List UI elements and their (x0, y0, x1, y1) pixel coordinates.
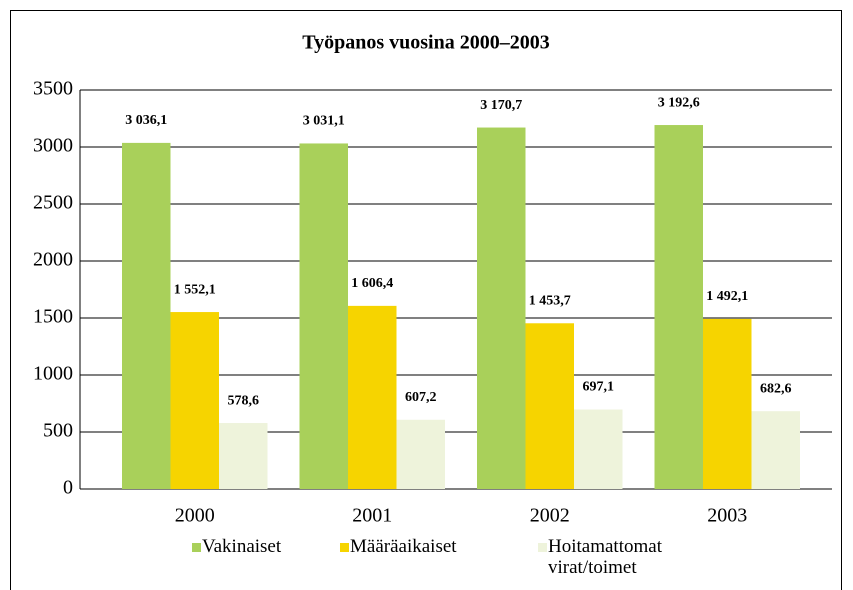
x-tick-label: 2001 (352, 505, 392, 527)
data-label: 1 492,1 (706, 289, 748, 304)
y-tick-label: 0 (63, 477, 73, 499)
y-tick-label: 500 (43, 420, 73, 442)
bar (170, 312, 219, 489)
data-label: 1 453,7 (529, 293, 571, 308)
legend-label: Määräaikaiset (350, 536, 457, 557)
y-tick-label: 3500 (33, 78, 73, 100)
x-tick-label: 2002 (530, 505, 570, 527)
bar (122, 142, 171, 490)
data-label: 3 192,6 (658, 95, 700, 110)
x-tick-label: 2000 (175, 505, 215, 527)
bar (348, 305, 397, 489)
bar (654, 125, 703, 489)
data-label: 607,2 (405, 390, 437, 405)
bar (574, 409, 623, 489)
data-label: 1 606,4 (351, 276, 393, 291)
data-label: 3 031,1 (303, 114, 345, 129)
x-tick-label: 2003 (707, 505, 747, 527)
bar (751, 411, 800, 489)
legend-swatch (538, 543, 547, 552)
bar (525, 323, 574, 489)
data-label: 3 170,7 (480, 98, 522, 113)
legend-swatch (192, 543, 201, 552)
data-label: 3 036,1 (125, 113, 167, 128)
chart-frame (10, 10, 842, 590)
legend-label: Vakinaiset (202, 536, 282, 557)
bar (703, 318, 752, 489)
legend-swatch (340, 543, 349, 552)
data-label: 578,6 (228, 393, 260, 408)
y-tick-label: 1500 (33, 306, 73, 328)
bar (219, 423, 268, 489)
y-tick-label: 2000 (33, 249, 73, 271)
y-tick-label: 3000 (33, 135, 73, 157)
data-label: 697,1 (583, 380, 615, 395)
data-label: 1 552,1 (174, 282, 216, 297)
bar (477, 127, 526, 490)
bar (396, 419, 445, 489)
data-label: 682,6 (760, 381, 792, 396)
y-tick-label: 2500 (33, 192, 73, 214)
legend-label: Hoitamattomat virat/toimet (548, 536, 662, 578)
chart-title: Työpanos vuosina 2000–2003 (302, 32, 549, 54)
bar (299, 143, 348, 490)
y-tick-label: 1000 (33, 363, 73, 385)
